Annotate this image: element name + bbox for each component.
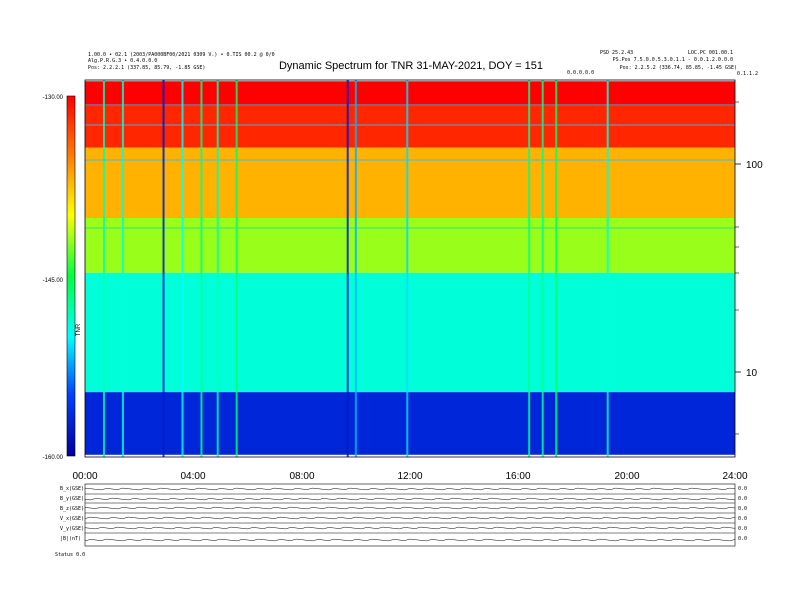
spectrum-band-3 (85, 218, 735, 273)
chart-title: Dynamic Spectrum for TNR 31-MAY-2021, DO… (279, 60, 543, 72)
time-label-1200: 12:00 (397, 471, 422, 482)
panel-trace-6 (84, 538, 736, 542)
spectrogram (85, 80, 735, 457)
spectrum-burst-13 (606, 80, 609, 457)
plot-frame (84, 79, 736, 458)
spectrum-burst-8 (354, 80, 357, 457)
panel-label-5: V_y(GSE) (60, 526, 84, 532)
panel-label-6: |B|(nT) (60, 536, 81, 542)
header-left-line2: Alg.P.R.G.3 • 0.4.0.0.0 (88, 58, 157, 64)
spectrum-burst-10 (528, 80, 531, 457)
spectrum-band-0 (85, 81, 735, 107)
time-axis: 00:00 04:00 08:00 12:00 16:00 20:00 24:0… (72, 471, 747, 482)
spectrogram-bands (85, 81, 735, 455)
header-left-line3: Pos: 2.2.2.1 (337.85, 85.79, -1.85 GSE) (88, 65, 205, 71)
panel-trace-1 (84, 487, 736, 491)
header-right-tag: 0.0.0.0.0 (567, 70, 594, 76)
colorbar-label-mid: -145.00 (43, 278, 64, 284)
time-label-2000: 20:00 (614, 471, 639, 482)
spectrum-band-5 (85, 392, 735, 455)
time-label-2400: 24:00 (722, 471, 747, 482)
header-right-corner: 0.1.1.2 (737, 71, 758, 77)
spectrum-burst-5 (216, 80, 219, 457)
time-label-0800: 08:00 (289, 471, 314, 482)
bottom-panels-frame (84, 483, 736, 547)
spectrum-burst-0 (102, 80, 105, 457)
panel-right-1: 0.0 (738, 486, 747, 492)
panel-right-3: 0.0 (738, 506, 747, 512)
spectrum-burst-9 (406, 80, 409, 457)
spectrum-burst-7 (346, 80, 349, 457)
header-left-line1: 1.00.0 • 02.1 (2003/PA000BF00/2021 0309 … (88, 52, 275, 58)
time-label-0400: 04:00 (180, 471, 205, 482)
spectrum-band-4 (85, 272, 735, 393)
panel-label-2: B_y(GSE) (60, 496, 84, 502)
time-label-0000: 00:00 (72, 471, 97, 482)
panel-right-2: 0.0 (738, 496, 747, 502)
spectrum-burst-3 (181, 80, 184, 457)
panel-right-4: 0.0 (738, 516, 747, 522)
panel-label-1: B_x(GSE) (60, 486, 84, 492)
header-right-line2: LOC.PC 001.00.1 (688, 50, 733, 56)
header-right-line1: PSD 25.2.43 (600, 50, 633, 56)
panel-trace-5 (84, 526, 736, 530)
colorbar-label-top: -130.00 (43, 95, 64, 101)
spectrum-burst-11 (541, 80, 544, 457)
colorbar (66, 95, 76, 457)
spectrum-burst-1 (121, 80, 124, 457)
panel-trace-2 (84, 497, 736, 501)
spectrum-burst-2 (162, 80, 165, 457)
freq-label-100: 100 (746, 160, 763, 171)
frequency-axis: 100 10 (735, 101, 763, 435)
panel-traces (84, 487, 736, 542)
panel-trace-4 (84, 516, 736, 520)
spectrum-burst-12 (555, 80, 558, 457)
header-right-line4: Pos: 2.2.5.2 (336.74, 85.85, -1.45 GSE) (620, 65, 737, 71)
time-label-1600: 16:00 (505, 471, 530, 482)
header-right-line3: PS.Pos 7.5.0.0.5.3.0.1.1 - 0.0.1.2.0.0.0 (613, 57, 733, 63)
spectrum-band-1 (85, 106, 735, 148)
panel-label-4: V_x(GSE) (60, 516, 84, 522)
bottom-panels: B_x(GSE) B_y(GSE) B_z(GSE) V_x(GSE) V_y(… (55, 483, 747, 558)
panel-label-3: B_z(GSE) (60, 506, 84, 512)
spectrum-burst-4 (200, 80, 203, 457)
panel-right-5: 0.0 (738, 526, 747, 532)
status-label: Status 0.0 (55, 552, 85, 558)
freq-label-10: 10 (746, 368, 758, 379)
panel-trace-3 (84, 506, 736, 510)
spectrum-burst-6 (235, 80, 238, 457)
panel-right-6: 0.0 (738, 536, 747, 542)
colorbar-label-bottom: -160.00 (43, 455, 64, 461)
spectrogram-bursts (102, 80, 609, 457)
colorbar-unit: TNR (76, 323, 82, 336)
